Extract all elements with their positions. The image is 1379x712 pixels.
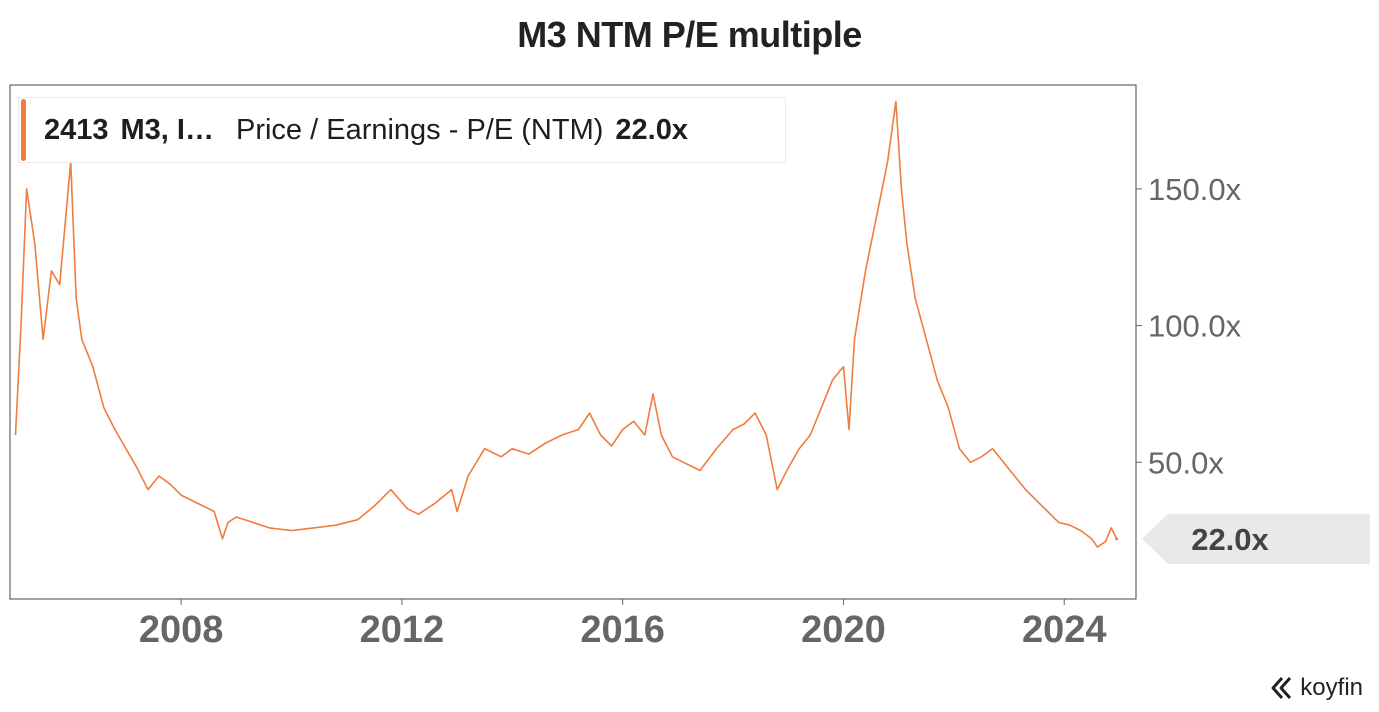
x-tick-label: 2024 xyxy=(1022,609,1107,651)
y-tick-label: 100.0x xyxy=(1148,309,1242,344)
y-tick-label: 50.0x xyxy=(1148,445,1224,480)
legend-ticker: 2413 xyxy=(44,113,109,146)
x-tick-label: 2008 xyxy=(139,609,224,651)
x-tick-label: 2012 xyxy=(360,609,445,651)
x-axis: 2008 2012 2016 2020 2024 xyxy=(139,599,1107,651)
plot-area xyxy=(9,84,1137,600)
series-group xyxy=(14,100,1119,548)
y-axis: 50.0x 100.0x 150.0x xyxy=(1136,172,1242,480)
legend-metric: Price / Earnings - P/E (NTM) xyxy=(235,113,604,146)
legend-value: 22.0x xyxy=(615,113,688,146)
current-value-tag xyxy=(1142,513,1370,564)
x-tick-label: 2020 xyxy=(801,609,886,651)
current-value-marker: 22.0x xyxy=(1142,513,1370,564)
series-last-point xyxy=(1115,537,1119,541)
legend-swatch xyxy=(21,99,26,161)
koyfin-logo-icon xyxy=(1271,676,1292,700)
series-line xyxy=(14,100,1118,548)
chart-title: M3 NTM P/E multiple xyxy=(517,14,862,55)
koyfin-logo: koyfin xyxy=(1270,674,1363,702)
legend-company: M3, I… xyxy=(120,113,214,146)
koyfin-logo-text: koyfin xyxy=(1300,674,1363,701)
x-tick-label: 2016 xyxy=(580,609,665,651)
legend[interactable]: 2413 M3, I… Price / Earnings - P/E (NTM)… xyxy=(18,97,786,163)
current-value-label: 22.0x xyxy=(1191,522,1269,557)
y-tick-label: 150.0x xyxy=(1148,172,1242,207)
